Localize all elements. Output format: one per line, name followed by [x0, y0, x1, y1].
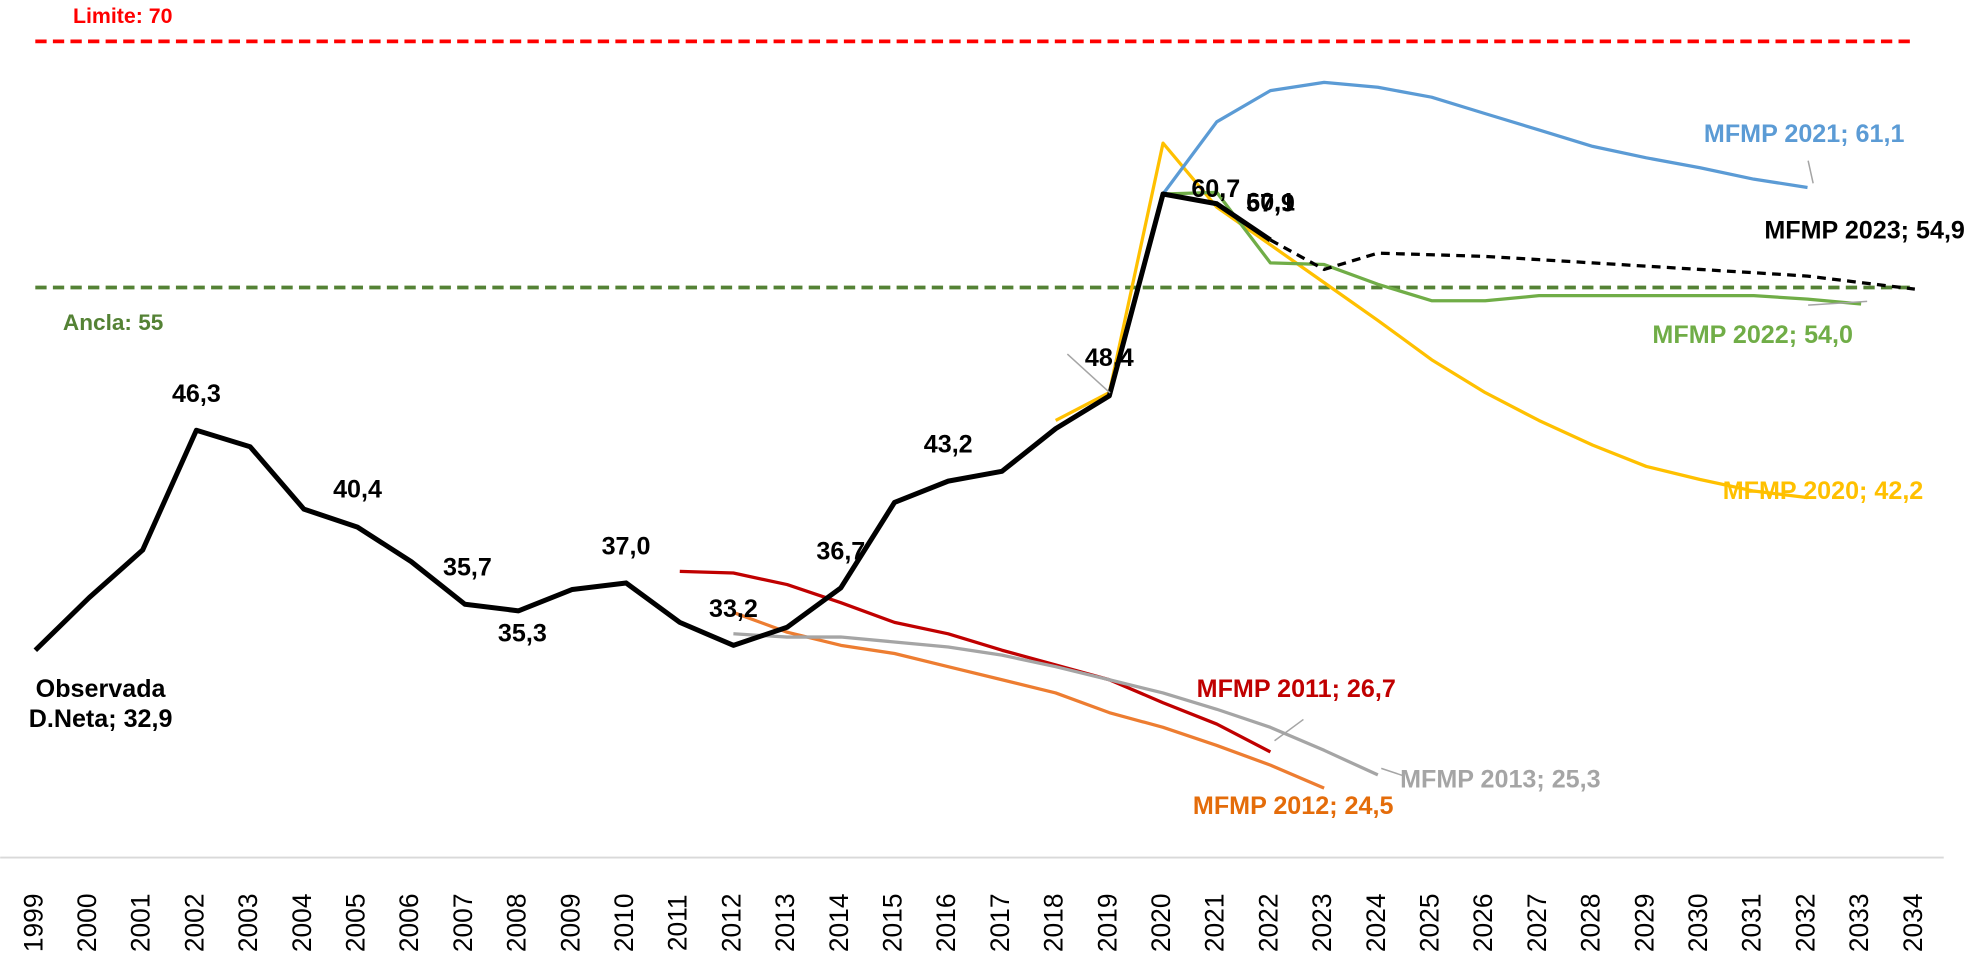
x-tick-label: 2022 [1253, 894, 1283, 953]
data-label: 33,2 [709, 595, 758, 623]
x-tick-label: 2027 [1522, 894, 1552, 953]
series-label: MFMP 2011; 26,7 [1197, 675, 1396, 703]
series-label: MFMP 2012; 24,5 [1193, 792, 1394, 820]
x-tick-label: 2031 [1737, 894, 1767, 953]
series-line [1269, 238, 1916, 291]
series-label: Observada D.Neta; 32,9 [28, 675, 173, 734]
x-tick-label: 2014 [824, 894, 854, 953]
reference-label: Ancla: 55 [63, 310, 163, 335]
data-label: 35,7 [443, 554, 492, 582]
x-tick-label: 2012 [716, 894, 746, 953]
series-line [1054, 141, 1808, 500]
series-line [33, 191, 1272, 653]
x-tick-label: 2002 [179, 894, 209, 953]
x-tick-label: 2024 [1361, 894, 1391, 953]
series-label: MFMP 2022; 54,0 [1652, 321, 1853, 349]
series-label-box: Observada D.Neta; 32,9 [28, 675, 173, 734]
series-line [1161, 80, 1808, 195]
series-label: MFMP 2020; 42,2 [1723, 477, 1924, 505]
data-label: 40,4 [333, 475, 382, 503]
x-tick-label: 2028 [1576, 894, 1606, 953]
x-tick-label: 2021 [1200, 894, 1230, 953]
series-label: MFMP 2021; 61,1 [1704, 120, 1905, 148]
data-label: 37,0 [602, 532, 651, 560]
data-label: 35,3 [498, 619, 547, 647]
x-tick-label: 2017 [985, 894, 1015, 953]
data-label: 46,3 [172, 380, 221, 408]
x-tick-label: 2033 [1844, 894, 1874, 953]
series-label: MFMP 2013; 25,3 [1400, 766, 1601, 794]
x-tick-label: 2026 [1468, 894, 1498, 953]
x-tick-label: 2025 [1415, 894, 1445, 953]
series-label-box: MFMP 2023; 54,9 [1764, 217, 1965, 245]
leader-line [1274, 718, 1304, 742]
x-tick-label: 2020 [1146, 894, 1176, 953]
x-tick-label: 2008 [502, 894, 532, 953]
data-label: 60,7 [1191, 175, 1240, 203]
x-tick-label: 2000 [72, 894, 102, 953]
x-tick-label: 2001 [126, 894, 156, 953]
x-tick-label: 2003 [233, 894, 263, 953]
x-tick-label: 2032 [1790, 894, 1820, 953]
x-tick-label: 1999 [18, 894, 48, 953]
x-tick-label: 2019 [1092, 894, 1122, 953]
x-tick-label: 2004 [287, 894, 317, 953]
data-label: 60,1 [1246, 188, 1295, 216]
data-label: 48,4 [1085, 344, 1134, 372]
series-label: MFMP 2023; 54,9 [1764, 217, 1965, 245]
leader-line [1807, 160, 1814, 184]
leader-line [1808, 300, 1868, 306]
x-tick-label: 2013 [770, 894, 800, 953]
reference-label: Limite: 70 [73, 4, 173, 28]
x-tick-label: 2005 [340, 894, 370, 953]
x-tick-label: 2018 [1039, 894, 1069, 953]
x-tick-label: 2030 [1683, 894, 1713, 953]
data-label: 57,9 [1246, 189, 1295, 217]
series-line [732, 610, 1325, 790]
series-line [1162, 190, 1862, 306]
x-tick-label: 2006 [394, 894, 424, 953]
series-line [679, 569, 1272, 754]
x-tick-label: 2034 [1898, 894, 1928, 953]
x-tick-label: 2011 [663, 894, 693, 951]
x-tick-label: 2010 [609, 894, 639, 953]
x-tick-label: 2007 [448, 894, 478, 953]
x-tick-label: 2023 [1307, 894, 1337, 953]
data-label: 36,7 [816, 537, 865, 565]
leader-line [1381, 767, 1405, 777]
leader-line [1066, 353, 1111, 394]
x-tick-label: 2009 [555, 894, 585, 953]
x-tick-label: 2016 [931, 894, 961, 953]
series-line [733, 632, 1379, 777]
data-label: 43,2 [924, 431, 973, 459]
x-tick-label: 2029 [1629, 894, 1659, 953]
x-tick-label: 2015 [878, 894, 908, 953]
